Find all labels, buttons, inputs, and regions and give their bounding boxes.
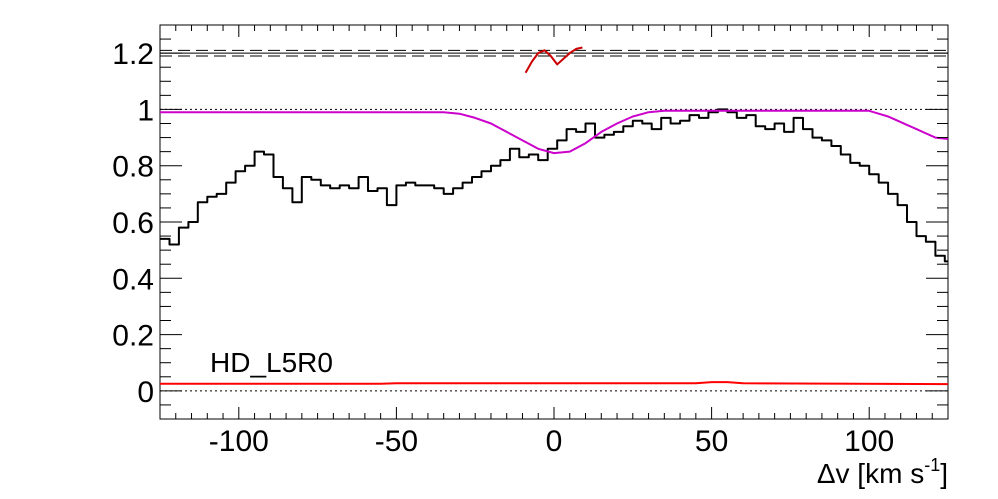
series-line-0: [160, 108, 948, 263]
x-tick-label: 50: [695, 425, 728, 458]
x-tick-label: -50: [375, 425, 418, 458]
series-line-2: [160, 381, 949, 386]
x-tick-label: 0: [546, 425, 563, 458]
series-line-1: [160, 109, 949, 155]
x-axis-label-superscript: -1: [924, 455, 940, 475]
chart-annotation: HD_L5R0: [210, 347, 333, 378]
y-tick-label: 0: [137, 376, 154, 409]
y-tick-label: 0.2: [112, 320, 154, 353]
x-tick-label: -100: [209, 425, 269, 458]
reference-lines: [160, 49, 948, 392]
series-group: [160, 46, 949, 386]
y-tick-label: 0.6: [112, 207, 154, 240]
x-axis: -100 -50 0 50 100: [159, 25, 949, 458]
y-tick-label: 1: [137, 94, 154, 127]
series-line-3: [524, 46, 583, 74]
y-axis: 0 0.2 0.4 0.6 0.8 1 1.2: [112, 24, 948, 420]
y-tick-label: 0.4: [112, 263, 154, 296]
x-tick-label: 100: [844, 425, 894, 458]
x-axis-label: Δv [km s-1]: [817, 455, 948, 489]
y-tick-label: 1.2: [112, 38, 154, 71]
x-axis-label-main: Δv [km s: [817, 458, 924, 489]
y-tick-label: 0.8: [112, 151, 154, 184]
x-axis-label-close: ]: [940, 458, 948, 489]
